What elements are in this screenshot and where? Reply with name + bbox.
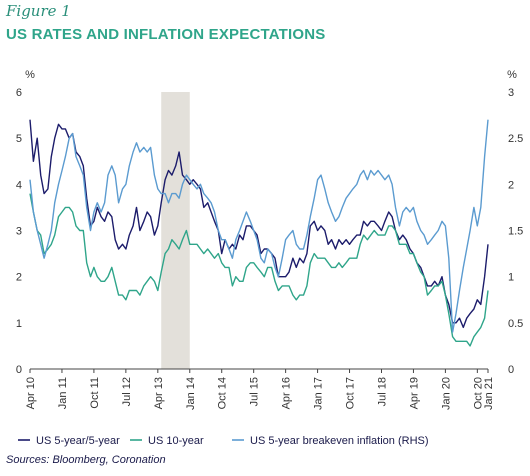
right-tick-label: 2.5 xyxy=(508,133,523,145)
chart-series xyxy=(29,119,489,347)
left-tick-label: 3 xyxy=(16,226,22,238)
x-tick-label: Oct 14 xyxy=(217,377,229,409)
legend-label: US 5-year/5-year xyxy=(36,435,120,447)
figure-label: Figure 1 xyxy=(6,2,71,20)
chart-axes: % 0 1 2 3 4 5 6% 0 0.5 1 1.5 2 2.5 3 Apr 10 Jan 11 Oct 11… xyxy=(16,69,523,410)
x-tick-label: Jan 17 xyxy=(313,377,325,410)
left-tick-label: 1 xyxy=(16,318,22,330)
chart-title: US RATES AND INFLATION EXPECTATIONS xyxy=(6,26,326,43)
left-tick-label: 4 xyxy=(16,179,22,191)
x-tick-label: Oct 17 xyxy=(345,377,357,409)
series-line-1 xyxy=(29,119,489,329)
x-tick-label: Jul 18 xyxy=(376,377,388,406)
chart-legend: US 5-year/5-year US 10-year US 5-year brea… xyxy=(18,435,429,447)
left-tick-label: 6 xyxy=(16,87,22,99)
right-tick-label: 0 xyxy=(508,364,514,376)
right-tick-label: 1 xyxy=(508,272,514,284)
x-tick-label: Apr 13 xyxy=(153,377,165,409)
right-tick-label: 1.5 xyxy=(508,226,523,238)
right-tick-label: 0.5 xyxy=(508,318,523,330)
right-tick-label: 2 xyxy=(508,179,514,191)
left-tick-label: 2 xyxy=(16,272,22,284)
shaded-period-band xyxy=(161,92,190,369)
legend-label: US 5-year breakeven inflation (RHS) xyxy=(250,435,429,447)
right-axis-unit: % xyxy=(507,69,517,81)
series-line-2 xyxy=(29,193,489,347)
series-line-3 xyxy=(29,119,489,333)
x-tick-label: Jan 11 xyxy=(57,377,69,409)
x-tick-label: Apr 10 xyxy=(25,377,37,409)
legend-label: US 10-year xyxy=(148,435,204,447)
source-note: Sources: Bloomberg, Coronation xyxy=(6,454,166,466)
x-tick-label: Jan 14 xyxy=(185,377,197,410)
x-tick-label: Oct 20 xyxy=(472,377,484,409)
x-tick-label: Jul 15 xyxy=(249,377,261,406)
left-tick-label: 0 xyxy=(16,364,22,376)
x-tick-label: Jan 21 xyxy=(483,377,495,410)
right-tick-label: 3 xyxy=(508,87,514,99)
left-axis-unit: % xyxy=(25,69,35,81)
left-tick-label: 5 xyxy=(16,133,22,145)
x-tick-label: Apr 16 xyxy=(281,377,293,409)
x-tick-label: Jan 20 xyxy=(440,377,452,410)
x-tick-label: Apr 19 xyxy=(408,377,420,409)
x-tick-label: Oct 11 xyxy=(89,377,101,409)
x-tick-label: Jul 12 xyxy=(121,377,133,406)
